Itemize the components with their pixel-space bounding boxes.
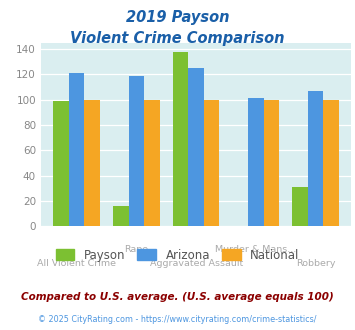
- Text: Aggravated Assault: Aggravated Assault: [149, 259, 243, 268]
- Bar: [144, 100, 160, 226]
- Legend: Payson, Arizona, National: Payson, Arizona, National: [51, 244, 304, 266]
- Bar: [84, 100, 100, 226]
- Bar: [204, 100, 219, 226]
- Bar: [189, 68, 204, 226]
- Bar: [69, 73, 84, 226]
- Text: All Violent Crime: All Violent Crime: [37, 259, 116, 268]
- Bar: [308, 91, 323, 226]
- Text: Violent Crime Comparison: Violent Crime Comparison: [70, 31, 285, 46]
- Bar: [292, 187, 308, 226]
- Bar: [264, 100, 279, 226]
- Bar: [173, 52, 189, 226]
- Bar: [248, 98, 264, 226]
- Text: Compared to U.S. average. (U.S. average equals 100): Compared to U.S. average. (U.S. average …: [21, 292, 334, 302]
- Bar: [129, 76, 144, 226]
- Text: Robbery: Robbery: [296, 259, 335, 268]
- Bar: [53, 101, 69, 226]
- Text: 2019 Payson: 2019 Payson: [126, 10, 229, 25]
- Text: Murder & Mans...: Murder & Mans...: [215, 246, 296, 254]
- Bar: [323, 100, 339, 226]
- Text: Rape: Rape: [124, 246, 148, 254]
- Bar: [113, 206, 129, 226]
- Text: © 2025 CityRating.com - https://www.cityrating.com/crime-statistics/: © 2025 CityRating.com - https://www.city…: [38, 315, 317, 324]
